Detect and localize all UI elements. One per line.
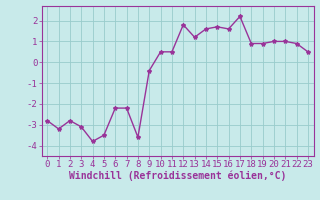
X-axis label: Windchill (Refroidissement éolien,°C): Windchill (Refroidissement éolien,°C)	[69, 171, 286, 181]
